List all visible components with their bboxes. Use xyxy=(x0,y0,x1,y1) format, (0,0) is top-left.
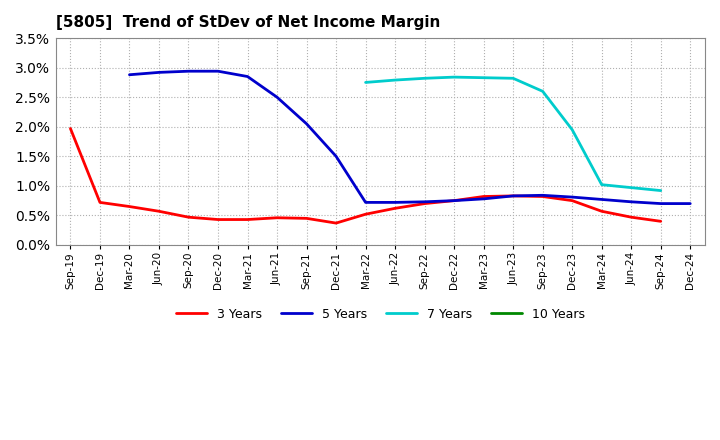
3 Years xyxy=(302,216,311,221)
Text: [5805]  Trend of StDev of Net Income Margin: [5805] Trend of StDev of Net Income Marg… xyxy=(55,15,440,30)
Line: 7 Years: 7 Years xyxy=(366,77,661,191)
3 Years xyxy=(420,201,429,206)
5 Years xyxy=(450,198,459,203)
5 Years xyxy=(184,69,193,74)
5 Years xyxy=(125,72,134,77)
3 Years xyxy=(184,215,193,220)
5 Years xyxy=(598,197,606,202)
7 Years xyxy=(450,74,459,80)
3 Years xyxy=(361,212,370,217)
7 Years xyxy=(568,127,577,132)
7 Years xyxy=(480,75,488,81)
5 Years xyxy=(332,154,341,159)
3 Years xyxy=(568,198,577,203)
5 Years xyxy=(273,95,282,100)
7 Years xyxy=(539,88,547,94)
7 Years xyxy=(391,77,400,83)
7 Years xyxy=(627,185,636,190)
3 Years xyxy=(539,194,547,199)
5 Years xyxy=(686,201,695,206)
7 Years xyxy=(509,76,518,81)
5 Years xyxy=(155,70,163,75)
3 Years xyxy=(214,217,222,222)
5 Years xyxy=(361,200,370,205)
3 Years xyxy=(480,194,488,199)
Legend: 3 Years, 5 Years, 7 Years, 10 Years: 3 Years, 5 Years, 7 Years, 10 Years xyxy=(171,303,590,326)
3 Years xyxy=(125,204,134,209)
3 Years xyxy=(509,193,518,198)
5 Years xyxy=(568,194,577,200)
3 Years xyxy=(66,126,75,131)
7 Years xyxy=(657,188,665,193)
5 Years xyxy=(539,193,547,198)
3 Years xyxy=(155,209,163,214)
3 Years xyxy=(657,219,665,224)
5 Years xyxy=(243,74,252,79)
5 Years xyxy=(657,201,665,206)
3 Years xyxy=(273,215,282,220)
Line: 5 Years: 5 Years xyxy=(130,71,690,204)
3 Years xyxy=(627,215,636,220)
3 Years xyxy=(598,209,606,214)
7 Years xyxy=(361,80,370,85)
5 Years xyxy=(627,199,636,205)
5 Years xyxy=(509,193,518,198)
3 Years xyxy=(450,198,459,203)
7 Years xyxy=(420,76,429,81)
Line: 3 Years: 3 Years xyxy=(71,128,661,223)
5 Years xyxy=(391,200,400,205)
5 Years xyxy=(480,196,488,202)
5 Years xyxy=(214,69,222,74)
5 Years xyxy=(420,199,429,205)
7 Years xyxy=(598,182,606,187)
3 Years xyxy=(391,205,400,211)
5 Years xyxy=(302,121,311,126)
3 Years xyxy=(96,200,104,205)
3 Years xyxy=(332,220,341,226)
3 Years xyxy=(243,217,252,222)
